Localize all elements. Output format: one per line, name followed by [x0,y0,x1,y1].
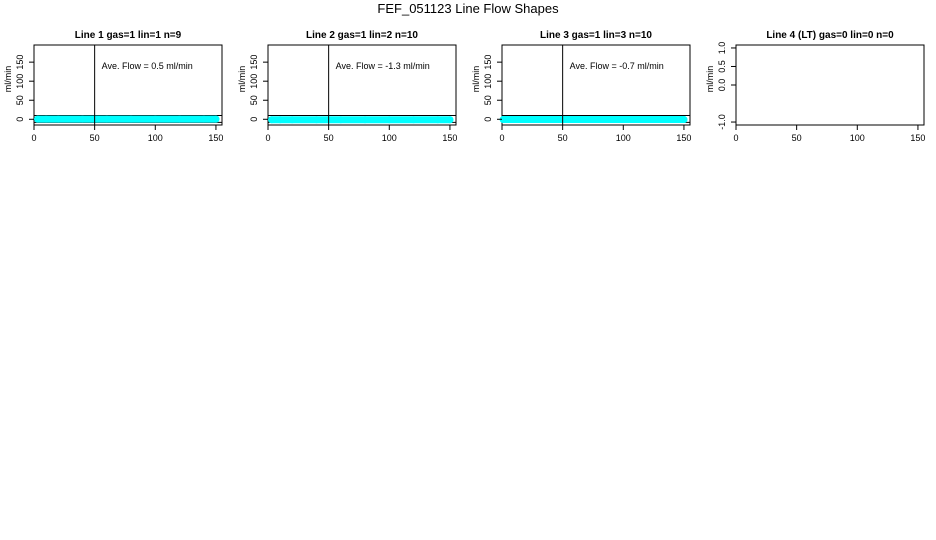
annotation: Ave. Flow = 0.5 ml/min [102,61,193,71]
data-point [595,116,603,124]
data-point [127,115,135,123]
x-tick-label: 100 [382,133,397,143]
data-point [268,116,276,124]
data-point [212,115,220,123]
y-tick-label: 0.0 [717,79,727,92]
plot-frame [501,44,691,126]
data-point [668,116,676,124]
y-tick-label: 100 [15,74,25,89]
page-title: FEF_051123 Line Flow Shapes [377,1,559,16]
data-point [151,115,159,123]
x-tick-label: 50 [324,133,334,143]
chart-panel-3: Line 3 gas=1 lin=3 n=10 Ave. Flow = -0.7 … [468,26,702,156]
data-point [644,116,652,124]
y-tick-label: 150 [249,55,259,70]
y-tick-label: 150 [15,55,25,70]
data-point [410,116,418,124]
y-tick-label: 150 [483,55,493,70]
data-point [313,116,321,124]
y-axis-label: ml/min [471,66,481,93]
data-point [34,115,42,123]
data-point [79,115,87,123]
chart-2: Line 2 gas=1 lin=2 n=10 Ave. Flow = -1.3 … [237,30,457,143]
y-tick-label: 50 [249,95,259,105]
x-tick-label: 50 [90,133,100,143]
y-tick-label: 100 [249,74,259,89]
data-point [200,115,208,123]
x-tick-label: 150 [676,133,691,143]
y-axis-label: ml/min [705,66,715,93]
chart-panel-2: Line 2 gas=1 lin=2 n=10 Ave. Flow = -1.3 … [234,26,468,156]
data-point [103,115,111,123]
y-axis-label: ml/min [237,66,247,93]
data-point [434,116,442,124]
y-tick-label: 1.0 [717,42,727,55]
chart-panel-4: Line 4 (LT) gas=0 lin=0 n=0 0 50 100 150 -1.0… [702,26,936,156]
data-point [547,116,555,124]
y-tick-label: 100 [483,74,493,89]
data-point [288,116,296,124]
plot-frame [735,44,925,126]
data-point [499,116,507,124]
y-tick-label: 50 [483,95,493,105]
data-point [571,116,579,124]
chart-title: Line 4 (LT) gas=0 lin=0 n=0 [766,30,894,41]
x-tick-label: 150 [442,133,457,143]
data-point [522,116,530,124]
y-tick-label: 0 [15,117,25,122]
x-tick-label: 0 [265,133,270,143]
plot-frame [33,44,223,126]
chart-4: Line 4 (LT) gas=0 lin=0 n=0 0 50 100 150 -1.0… [705,30,925,143]
chart-title: Line 1 gas=1 lin=1 n=9 [75,30,182,41]
data-point [337,116,345,124]
data-point [446,116,454,124]
annotation: Ave. Flow = -0.7 ml/min [570,61,664,71]
chart-1: Line 1 gas=1 lin=1 n=9 Ave. Flow = 0.5 ml… [3,30,223,143]
chart-3: Line 3 gas=1 lin=3 n=10 Ave. Flow = -0.7 … [471,30,691,143]
data-point [276,116,284,124]
x-tick-label: 150 [910,133,925,143]
data-point [385,116,393,124]
x-tick-label: 0 [31,133,36,143]
data-point [54,115,62,123]
data-point [619,116,627,124]
chart-title: Line 3 gas=1 lin=3 n=10 [540,30,652,41]
y-tick-label: 50 [15,95,25,105]
y-tick-label: 0.5 [717,60,727,73]
plot-frame [267,44,457,126]
y-tick-label: 0 [249,117,259,122]
data-point [510,116,518,124]
data-point [361,116,369,124]
y-axis-label: ml/min [3,66,13,93]
x-tick-label: 0 [733,133,738,143]
data-point [680,116,688,124]
x-tick-label: 100 [616,133,631,143]
annotation: Ave. Flow = -1.3 ml/min [336,61,430,71]
x-tick-label: 50 [792,133,802,143]
chart-title: Line 2 gas=1 lin=2 n=10 [306,30,418,41]
x-tick-label: 100 [148,133,163,143]
data-point [42,115,50,123]
chart-panel-1: Line 1 gas=1 lin=1 n=9 Ave. Flow = 0.5 ml… [0,26,234,156]
x-tick-label: 0 [499,133,504,143]
y-tick-label: 0 [483,117,493,122]
data-point [176,115,184,123]
y-tick-label: -1.0 [717,114,727,130]
x-tick-label: 50 [558,133,568,143]
x-tick-label: 150 [208,133,223,143]
x-tick-label: 100 [850,133,865,143]
